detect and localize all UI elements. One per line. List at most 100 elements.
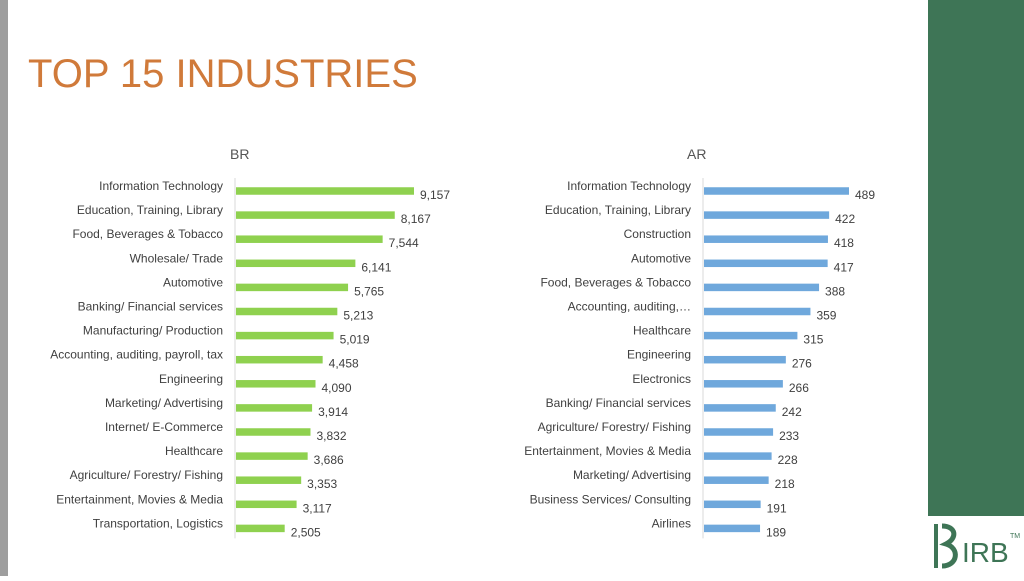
category-label: Information Technology — [99, 179, 223, 193]
value-label: 417 — [834, 260, 854, 274]
bar — [704, 380, 783, 388]
category-label: Healthcare — [165, 444, 223, 458]
category-label: Wholesale/ Trade — [130, 251, 224, 265]
bar — [704, 452, 772, 460]
left-edge-strip — [0, 0, 8, 576]
bar — [236, 428, 311, 436]
value-label: 6,141 — [361, 260, 391, 274]
bar — [236, 500, 297, 509]
bar — [236, 259, 356, 268]
page-title: TOP 15 INDUSTRIES — [28, 52, 418, 96]
value-label: 3,117 — [303, 501, 332, 515]
bar — [236, 355, 323, 364]
value-label: 191 — [767, 501, 787, 515]
bar — [704, 404, 776, 412]
category-label: Manufacturing/ Production — [83, 324, 223, 338]
side-panel — [928, 0, 1024, 576]
category-label: Agriculture/ Forestry/ Fishing — [70, 468, 223, 482]
value-label: 218 — [775, 477, 795, 491]
logo-tm: TM — [1010, 533, 1020, 540]
value-label: 5,019 — [340, 333, 370, 347]
value-label: 5,765 — [354, 284, 384, 298]
br-chart-title: BR — [230, 146, 250, 162]
value-label: 5,213 — [343, 309, 373, 323]
category-label: Marketing/ Advertising — [573, 468, 691, 482]
value-label: 4,090 — [322, 381, 352, 395]
value-label: 266 — [789, 381, 809, 395]
category-label: Entertainment, Movies & Media — [524, 444, 691, 458]
bar — [704, 283, 820, 292]
ar-chart-title: AR — [687, 146, 707, 162]
bar — [704, 355, 786, 364]
ar-bar-chart: Information Technology 489 Education, Trai… — [524, 178, 875, 539]
category-label: Engineering — [159, 372, 223, 386]
value-label: 189 — [766, 525, 786, 539]
bar — [236, 380, 316, 388]
bar — [236, 331, 334, 340]
category-label: Engineering — [627, 348, 691, 362]
bar — [236, 307, 338, 316]
category-label: Healthcare — [633, 324, 691, 338]
bar — [236, 235, 383, 243]
bar — [236, 187, 414, 195]
bar — [704, 187, 849, 195]
category-label: Information Technology — [567, 179, 691, 193]
bar — [236, 524, 285, 533]
bar — [236, 452, 308, 460]
irb-logo: IRB TM — [928, 516, 1024, 576]
logo-text: IRB — [962, 537, 1009, 568]
bar — [704, 500, 761, 509]
value-label: 8,167 — [401, 212, 431, 226]
category-label: Food, Beverages & Tobacco — [540, 275, 691, 289]
category-label: Accounting, auditing,… — [568, 300, 691, 314]
bar — [704, 259, 828, 268]
bar — [236, 404, 313, 412]
bar — [236, 476, 302, 484]
value-label: 489 — [855, 188, 875, 202]
bar — [236, 283, 349, 292]
category-label: Accounting, auditing, payroll, tax — [50, 348, 223, 362]
category-label: Food, Beverages & Tobacco — [72, 227, 223, 241]
category-label: Electronics — [632, 372, 691, 386]
irb-logo-graphic: IRB TM — [934, 523, 1020, 569]
value-label: 3,914 — [318, 405, 348, 419]
category-label: Education, Training, Library — [77, 203, 223, 217]
category-label: Banking/ Financial services — [546, 396, 691, 410]
value-label: 228 — [778, 453, 798, 467]
value-label: 3,353 — [307, 477, 337, 491]
bar — [704, 428, 774, 436]
category-label: Business Services/ Consulting — [530, 492, 691, 506]
category-label: Entertainment, Movies & Media — [56, 492, 223, 506]
category-label: Automotive — [163, 275, 223, 289]
category-label: Automotive — [631, 251, 691, 265]
value-label: 388 — [825, 284, 845, 298]
category-label: Construction — [624, 227, 691, 241]
value-label: 276 — [792, 357, 812, 371]
bar — [704, 331, 798, 340]
value-label: 9,157 — [420, 188, 450, 202]
category-label: Banking/ Financial services — [78, 300, 223, 314]
value-label: 233 — [779, 429, 799, 443]
bar — [704, 476, 769, 484]
category-label: Airlines — [652, 516, 691, 530]
category-label: Internet/ E-Commerce — [105, 420, 223, 434]
category-label: Education, Training, Library — [545, 203, 691, 217]
category-label: Transportation, Logistics — [93, 516, 223, 530]
value-label: 242 — [782, 405, 802, 419]
value-label: 4,458 — [329, 357, 359, 371]
bar — [236, 211, 395, 219]
bar — [704, 524, 761, 533]
value-label: 3,832 — [316, 429, 346, 443]
value-label: 7,544 — [389, 236, 419, 250]
value-label: 3,686 — [314, 453, 344, 467]
bar — [704, 307, 811, 316]
bar — [704, 211, 830, 219]
bar — [704, 235, 828, 243]
br-bar-chart: Information Technology 9,157 Education, Tr… — [50, 178, 450, 539]
value-label: 359 — [816, 309, 836, 323]
value-label: 418 — [834, 236, 854, 250]
category-label: Marketing/ Advertising — [105, 396, 223, 410]
value-label: 2,505 — [291, 525, 321, 539]
value-label: 422 — [835, 212, 855, 226]
category-label: Agriculture/ Forestry/ Fishing — [538, 420, 691, 434]
